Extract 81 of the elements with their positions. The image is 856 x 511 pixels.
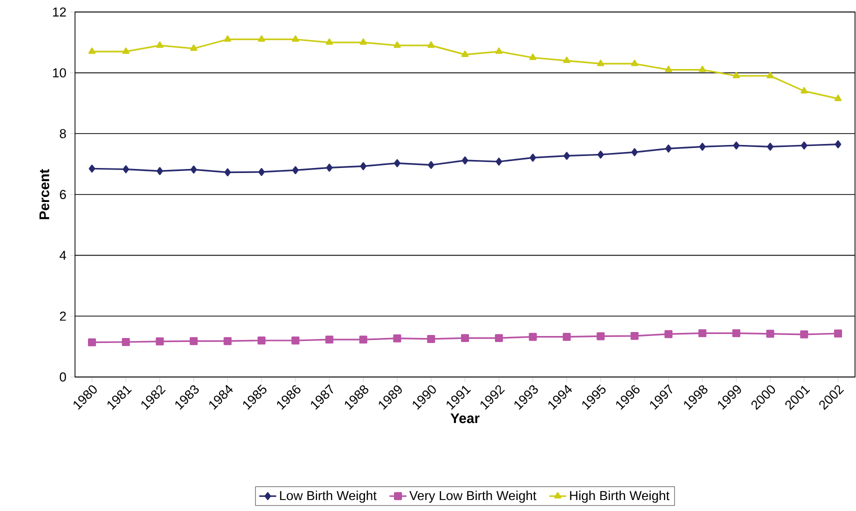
point	[800, 330, 808, 338]
point	[766, 330, 774, 338]
point	[562, 332, 571, 341]
point	[530, 154, 536, 162]
y-axis-title: Percent	[40, 169, 50, 220]
point	[88, 164, 96, 173]
point	[664, 330, 672, 338]
point	[834, 140, 842, 148]
x-axis-title: Year	[450, 413, 480, 424]
y-tick-label: 10	[53, 68, 66, 78]
point	[597, 150, 604, 159]
legend-label: High Birth Weight	[570, 490, 670, 503]
legend-label: Very Low Birth Weight	[409, 490, 536, 503]
point	[190, 337, 198, 346]
point	[190, 44, 198, 51]
y-tick-label: 0	[60, 372, 66, 382]
point	[326, 164, 333, 172]
point	[122, 48, 130, 54]
point	[630, 332, 639, 340]
y-tick-label: 8	[60, 129, 66, 138]
point	[88, 48, 96, 54]
y-tick-label: 6	[60, 190, 66, 200]
point	[732, 72, 740, 78]
y-tick-label: 2	[60, 312, 66, 321]
y-tick-label: 4	[60, 250, 66, 260]
point	[258, 336, 266, 344]
point	[733, 142, 740, 150]
point	[834, 94, 842, 102]
point	[597, 60, 604, 66]
point	[596, 332, 605, 340]
point	[461, 334, 469, 342]
point	[529, 54, 536, 60]
point	[156, 41, 164, 48]
point	[224, 35, 232, 42]
point	[258, 168, 265, 176]
point	[528, 332, 537, 341]
point	[461, 50, 469, 57]
point	[563, 56, 570, 64]
point	[496, 158, 502, 166]
point	[698, 329, 706, 338]
point	[631, 60, 638, 66]
point	[359, 336, 368, 344]
point	[326, 38, 333, 45]
y-tick-label: 12	[53, 7, 66, 17]
point	[698, 66, 706, 72]
point	[394, 159, 400, 168]
point	[88, 338, 96, 346]
point	[190, 166, 197, 174]
point	[224, 337, 232, 346]
point	[494, 334, 503, 342]
point	[732, 329, 740, 338]
point	[462, 156, 468, 164]
point	[665, 144, 672, 153]
point	[258, 35, 266, 42]
point	[767, 142, 774, 151]
point	[428, 160, 434, 169]
point	[224, 168, 231, 176]
point	[664, 66, 672, 72]
point	[393, 334, 402, 342]
point	[325, 336, 334, 344]
point	[564, 152, 570, 160]
point	[699, 142, 706, 151]
point	[156, 337, 164, 346]
point	[427, 334, 436, 343]
point	[394, 41, 401, 48]
point	[360, 162, 366, 170]
legend-label: Low Birth Weight	[280, 490, 377, 503]
point	[800, 87, 808, 94]
point	[122, 165, 130, 174]
point	[834, 330, 842, 338]
point	[291, 336, 300, 344]
point	[122, 338, 130, 346]
point	[292, 166, 299, 174]
point	[631, 148, 638, 156]
point	[495, 48, 502, 54]
point	[156, 167, 163, 176]
point	[766, 72, 774, 78]
point	[800, 142, 808, 150]
point	[360, 38, 367, 45]
point	[428, 41, 435, 48]
point	[292, 35, 300, 42]
